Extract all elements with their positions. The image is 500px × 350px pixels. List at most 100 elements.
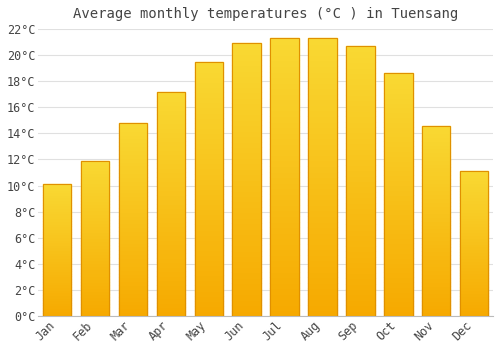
Bar bbox=[460, 191, 488, 194]
Bar bbox=[270, 299, 299, 305]
Bar bbox=[119, 134, 147, 138]
Bar bbox=[81, 241, 110, 245]
Bar bbox=[460, 284, 488, 287]
Bar bbox=[43, 308, 72, 311]
Bar bbox=[43, 200, 72, 203]
Bar bbox=[422, 247, 450, 251]
Bar bbox=[460, 304, 488, 307]
Bar bbox=[270, 83, 299, 88]
Bar bbox=[43, 237, 72, 239]
Bar bbox=[119, 208, 147, 212]
Bar bbox=[308, 249, 336, 255]
Bar bbox=[384, 199, 412, 204]
Bar bbox=[270, 127, 299, 133]
Bar bbox=[384, 117, 412, 122]
Bar bbox=[232, 109, 261, 114]
Bar bbox=[384, 166, 412, 170]
Bar bbox=[81, 285, 110, 288]
Bar bbox=[308, 160, 336, 166]
Bar bbox=[81, 214, 110, 217]
Bar bbox=[422, 282, 450, 286]
Bar bbox=[232, 65, 261, 71]
Bar bbox=[308, 61, 336, 66]
Bar bbox=[194, 67, 223, 72]
Bar bbox=[346, 132, 374, 138]
Bar bbox=[460, 293, 488, 296]
Bar bbox=[81, 260, 110, 263]
Bar bbox=[308, 166, 336, 172]
Bar bbox=[384, 78, 412, 83]
Bar bbox=[308, 121, 336, 127]
Bar bbox=[232, 153, 261, 158]
Bar bbox=[119, 150, 147, 154]
Bar bbox=[308, 177, 336, 183]
Bar bbox=[308, 116, 336, 121]
Bar bbox=[81, 195, 110, 198]
Bar bbox=[460, 296, 488, 299]
Bar bbox=[270, 116, 299, 121]
Bar bbox=[232, 98, 261, 103]
Bar bbox=[460, 310, 488, 313]
Bar bbox=[270, 188, 299, 194]
Bar bbox=[270, 110, 299, 116]
Bar bbox=[194, 230, 223, 235]
Bar bbox=[156, 146, 185, 150]
Bar bbox=[422, 278, 450, 282]
Bar bbox=[43, 242, 72, 245]
Bar bbox=[119, 262, 147, 266]
Bar bbox=[346, 224, 374, 230]
Bar bbox=[43, 205, 72, 208]
Bar bbox=[422, 148, 450, 152]
Bar bbox=[308, 188, 336, 194]
Bar bbox=[384, 311, 412, 316]
Bar bbox=[81, 189, 110, 192]
Bar bbox=[346, 176, 374, 181]
Bar bbox=[384, 170, 412, 175]
Bar bbox=[156, 92, 185, 316]
Bar bbox=[194, 260, 223, 265]
Bar bbox=[308, 83, 336, 88]
Bar bbox=[232, 245, 261, 251]
Bar bbox=[194, 174, 223, 178]
Bar bbox=[346, 284, 374, 289]
Bar bbox=[81, 229, 110, 232]
Bar bbox=[270, 277, 299, 283]
Bar bbox=[422, 255, 450, 259]
Bar bbox=[308, 149, 336, 155]
Bar bbox=[384, 122, 412, 127]
Bar bbox=[384, 88, 412, 93]
Bar bbox=[43, 192, 72, 195]
Bar bbox=[232, 92, 261, 98]
Bar bbox=[194, 153, 223, 158]
Bar bbox=[119, 304, 147, 308]
Bar bbox=[232, 185, 261, 191]
Bar bbox=[119, 266, 147, 270]
Bar bbox=[232, 147, 261, 153]
Bar bbox=[81, 198, 110, 201]
Bar bbox=[308, 138, 336, 144]
Bar bbox=[232, 218, 261, 223]
Bar bbox=[384, 248, 412, 253]
Bar bbox=[81, 217, 110, 220]
Bar bbox=[156, 253, 185, 258]
Bar bbox=[384, 107, 412, 112]
Bar bbox=[270, 66, 299, 71]
Bar bbox=[194, 178, 223, 184]
Bar bbox=[384, 136, 412, 141]
Bar bbox=[194, 97, 223, 102]
Bar bbox=[232, 212, 261, 218]
Bar bbox=[308, 71, 336, 77]
Bar bbox=[270, 177, 299, 183]
Bar bbox=[346, 51, 374, 57]
Bar bbox=[422, 259, 450, 262]
Bar bbox=[156, 244, 185, 249]
Bar bbox=[422, 179, 450, 183]
Bar bbox=[422, 217, 450, 221]
Bar bbox=[119, 301, 147, 304]
Bar bbox=[81, 238, 110, 242]
Bar bbox=[156, 195, 185, 199]
Bar bbox=[346, 170, 374, 176]
Bar bbox=[384, 214, 412, 219]
Bar bbox=[422, 198, 450, 202]
Bar bbox=[119, 254, 147, 258]
